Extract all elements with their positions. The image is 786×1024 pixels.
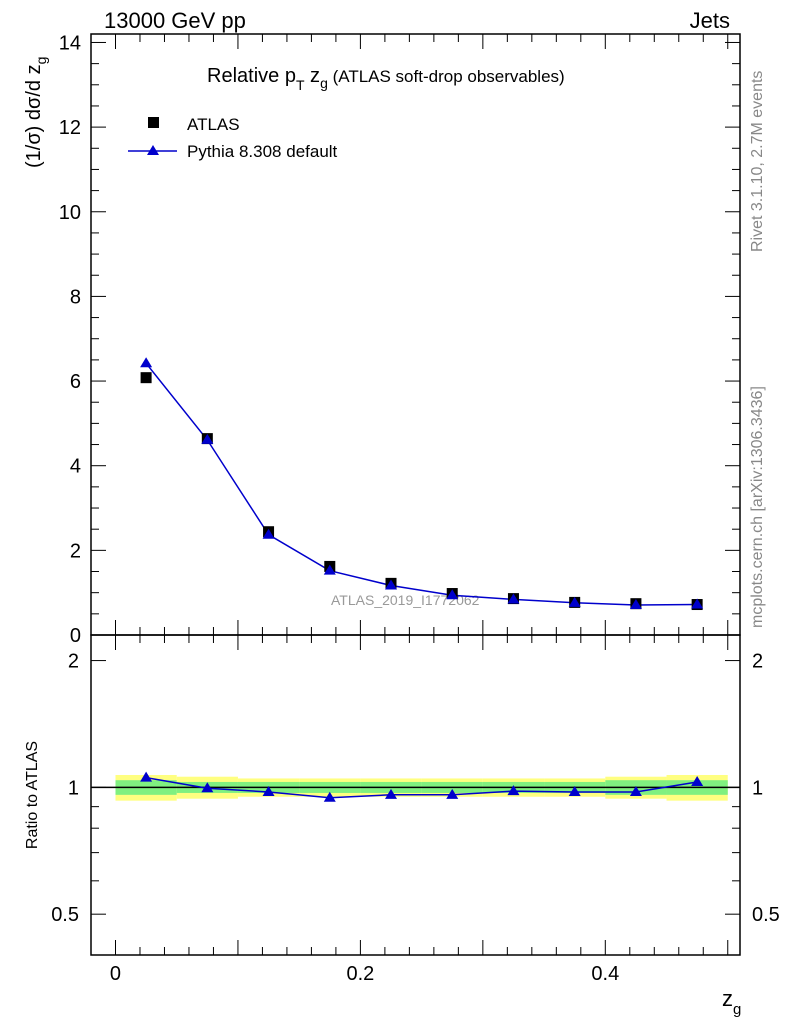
pythia-data-point [385, 579, 398, 590]
ratio-y-tick-label-right: 2 [752, 651, 763, 673]
main-title: Relative pT zg (ATLAS soft-drop observab… [207, 65, 565, 93]
ratio-data-point [691, 775, 704, 786]
mcplots-label: mcplots.cern.ch [arXiv:1306.3436] [749, 386, 766, 628]
process-label: Jets [690, 8, 730, 33]
legend-pythia-label: Pythia 8.308 default [187, 142, 338, 161]
y-tick-label: 8 [70, 286, 81, 308]
ratio-y-label: Ratio to ATLAS [24, 741, 41, 849]
legend-pythia-marker [147, 145, 159, 155]
x-tick-label: 0.2 [346, 963, 374, 985]
legend-atlas-label: ATLAS [187, 115, 240, 134]
y-tick-label: 0 [70, 625, 81, 647]
analysis-id-label: ATLAS_2019_I1772062 [331, 592, 480, 608]
rivet-label: Rivet 3.1.10, 2.7M events [749, 71, 766, 252]
main-y-ticks: 0 2 4 6 8 10 12 14 [59, 32, 740, 647]
legend-atlas-marker [148, 117, 159, 128]
y-tick-label: 14 [59, 32, 81, 54]
ratio-y-tick-label: 1 [68, 777, 79, 799]
pythia-data-point [568, 596, 581, 607]
pythia-line [145, 362, 698, 606]
pythia-data-point [691, 598, 704, 609]
x-tick-label: 0 [110, 963, 121, 985]
ratio-line [145, 776, 698, 799]
ratio-panel-frame [90, 634, 741, 956]
ratio-y-tick-label-right: 0.5 [752, 904, 780, 926]
ratio-data-point [262, 786, 275, 797]
x-axis-label: zg [722, 986, 741, 1018]
main-marks [140, 357, 704, 611]
ratio-data-point [385, 788, 398, 799]
atlas-data-point [140, 372, 152, 384]
ratio-data-point [568, 786, 581, 797]
pythia-data-point [323, 564, 336, 575]
energy-label: 13000 GeV pp [104, 8, 246, 33]
main-y-label: (1/σ) dσ/d zg [23, 57, 49, 168]
y-tick-label: 2 [70, 540, 81, 562]
ratio-y-tick-label-right: 1 [752, 777, 763, 799]
y-tick-label: 10 [59, 202, 81, 224]
ratio-data-point [446, 788, 459, 799]
x-tick-label: 0.4 [591, 963, 619, 985]
ratio-data-point [201, 782, 214, 793]
ratio-data-point [140, 771, 153, 782]
y-tick-label: 4 [70, 456, 81, 478]
pythia-data-point [201, 433, 214, 444]
ratio-data-point [507, 785, 520, 796]
pythia-data-point [507, 593, 520, 604]
pythia-data-point [140, 357, 153, 368]
ratio-ticks: 0 0.2 0.4 0.5 0.5 1 1 2 2 [51, 635, 780, 985]
ratio-data-point [629, 786, 642, 797]
ratio-y-tick-label: 2 [68, 651, 79, 673]
pythia-data-point [446, 589, 459, 600]
ratio-bands [91, 774, 740, 801]
pythia-data-point [629, 598, 642, 609]
legend: ATLAS Pythia 8.308 default [128, 115, 338, 161]
ratio-marks [140, 771, 704, 802]
y-tick-label: 6 [70, 371, 81, 393]
y-tick-label: 12 [59, 117, 81, 139]
pythia-data-point [262, 528, 275, 539]
ratio-y-tick-label: 0.5 [51, 904, 79, 926]
ratio-data-point [323, 791, 336, 802]
